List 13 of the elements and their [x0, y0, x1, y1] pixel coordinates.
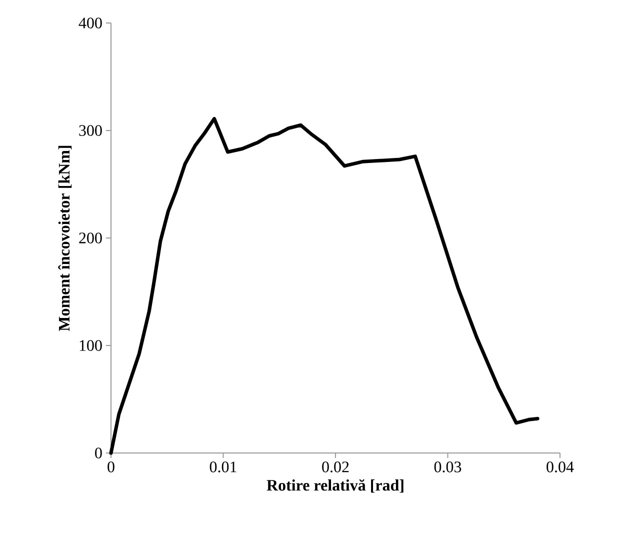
x-axis-title: Rotire relativă [rad] [266, 479, 404, 493]
y-tick-label: 0 [95, 448, 102, 458]
x-tick-label: 0.02 [322, 462, 349, 472]
y-tick-label: 300 [79, 125, 102, 136]
y-tick-label: 200 [79, 232, 102, 244]
x-tick-label: 0.04 [546, 462, 574, 472]
x-tick-label: 0 [108, 462, 114, 472]
y-tick-label: 400 [78, 18, 102, 28]
y-tick-label: 100 [80, 340, 102, 351]
line-series [109, 116, 540, 455]
y-axis-title: Moment încovoietor [kNm] [58, 146, 72, 332]
x-tick-label: 0.01 [210, 462, 236, 472]
x-tick-label: 0.03 [434, 462, 462, 472]
